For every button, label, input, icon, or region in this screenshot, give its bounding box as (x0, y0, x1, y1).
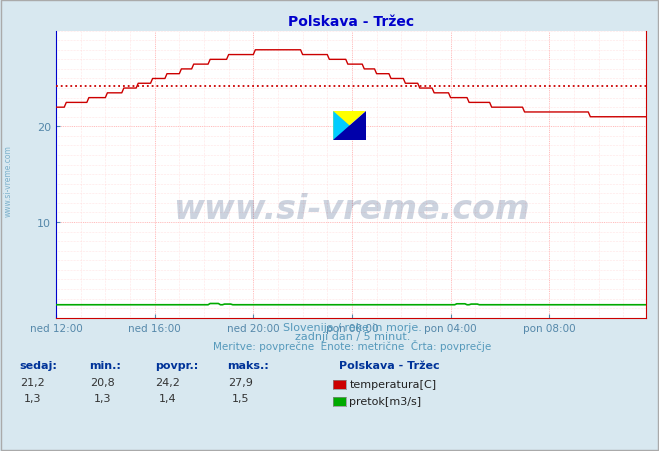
Text: zadnji dan / 5 minut.: zadnji dan / 5 minut. (295, 331, 411, 341)
Text: 1,3: 1,3 (94, 393, 111, 403)
Text: 27,9: 27,9 (228, 377, 253, 387)
Text: min.:: min.: (89, 360, 121, 370)
Text: maks.:: maks.: (227, 360, 269, 370)
Text: 20,8: 20,8 (90, 377, 115, 387)
Text: 24,2: 24,2 (156, 377, 181, 387)
Text: 1,4: 1,4 (159, 393, 177, 403)
Text: temperatura[C]: temperatura[C] (349, 379, 436, 389)
Text: 1,5: 1,5 (232, 393, 249, 403)
Text: Meritve: povprečne  Enote: metrične  Črta: povprečje: Meritve: povprečne Enote: metrične Črta:… (214, 339, 492, 351)
Polygon shape (333, 112, 366, 140)
Title: Polskava - Tržec: Polskava - Tržec (288, 15, 414, 29)
Text: Slovenija / reke in morje.: Slovenija / reke in morje. (283, 322, 422, 332)
Text: povpr.:: povpr.: (155, 360, 198, 370)
Text: www.si-vreme.com: www.si-vreme.com (173, 193, 529, 226)
Polygon shape (333, 112, 366, 140)
Text: sedaj:: sedaj: (20, 360, 57, 370)
Text: pretok[m3/s]: pretok[m3/s] (349, 396, 421, 406)
Polygon shape (333, 112, 366, 140)
Text: www.si-vreme.com: www.si-vreme.com (3, 144, 13, 216)
Text: 1,3: 1,3 (24, 393, 42, 403)
Text: 21,2: 21,2 (20, 377, 45, 387)
Text: Polskava - Tržec: Polskava - Tržec (339, 360, 440, 370)
